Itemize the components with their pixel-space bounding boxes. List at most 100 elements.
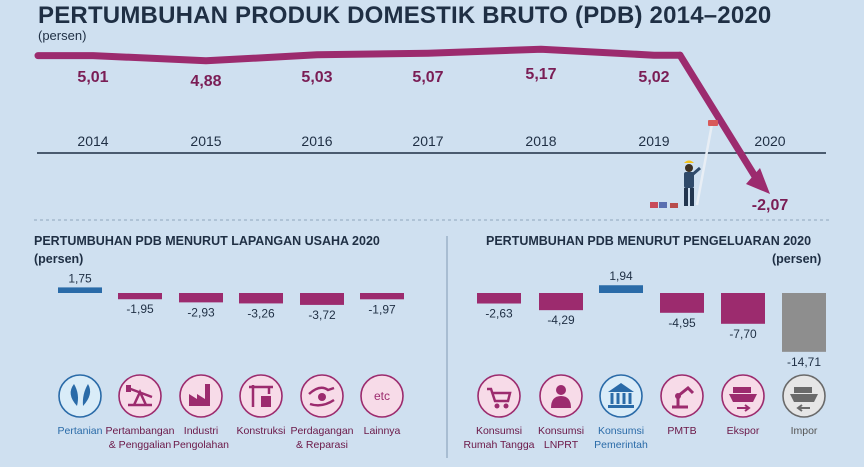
- paint-can: [670, 203, 678, 208]
- leaf-icon: [70, 384, 91, 406]
- category-label: Ekspor: [726, 425, 760, 437]
- bar-value-label: -4,29: [547, 313, 575, 327]
- icon-circle: [58, 374, 102, 418]
- year-tick-label: 2019: [638, 133, 669, 149]
- category-label: & Reparasi: [296, 439, 348, 451]
- category-label: & Penggalian: [108, 439, 172, 451]
- year-tick-label: 2015: [190, 133, 221, 149]
- year-tick-label: 2020: [754, 133, 785, 149]
- gdp-value-label: 5,17: [525, 66, 556, 83]
- expenditure-unit-label: (persen): [772, 252, 822, 266]
- bar: [239, 293, 283, 304]
- gdp-value-label: 5,03: [301, 69, 332, 86]
- gdp-line-chart: 5,01 4,88 5,03 5,07 5,17 5,02 -2,07 2014 2015 201…: [34, 45, 826, 214]
- bar-value-label: 1,94: [609, 269, 633, 283]
- year-tick-label: 2014: [77, 133, 108, 149]
- import-ship-icon: [790, 387, 818, 412]
- crane-icon: [249, 385, 273, 407]
- bar-value-label: -1,95: [126, 302, 154, 316]
- expenditure-chart-title: PERTUMBUHAN PDB MENURUT PENGELUARAN 2020: [486, 234, 812, 248]
- bar-value-label: 1,75: [68, 271, 92, 285]
- svg-text:etc: etc: [374, 389, 390, 403]
- bar-value-label: -1,97: [368, 302, 396, 316]
- category-label: Konsumsi: [597, 425, 645, 437]
- bar-value-label: -2,93: [187, 305, 215, 319]
- painter-helmet: [684, 160, 694, 163]
- gdp-value-label: 4,88: [190, 73, 221, 90]
- bar: [360, 293, 404, 300]
- icon-circle: [360, 374, 404, 418]
- category-label: Pertanian: [57, 425, 103, 437]
- icon-circle: [179, 374, 223, 418]
- bar-value-label: -14,71: [787, 355, 821, 369]
- etc-icon: etc: [374, 389, 390, 403]
- painter-illustration: [650, 120, 718, 208]
- bar: [599, 285, 643, 293]
- sector-unit-label: (persen): [34, 252, 84, 266]
- gdp-arrowhead: [746, 168, 770, 194]
- page-title: PERTUMBUHAN PRODUK DOMESTIK BRUTO (PDB) …: [38, 2, 772, 29]
- year-tick-label: 2018: [525, 133, 556, 149]
- gdp-value-label: 5,02: [638, 69, 669, 86]
- trade-hands-icon: [308, 386, 335, 407]
- category-label: Konstruksi: [236, 425, 286, 437]
- person-icon: [551, 385, 571, 408]
- bar: [179, 293, 223, 303]
- bar: [782, 293, 826, 352]
- category-label: Rumah Tangga: [463, 439, 535, 451]
- bar: [477, 293, 521, 304]
- category-icons: etc: [34, 219, 830, 458]
- bar: [58, 287, 102, 293]
- category-label: Konsumsi: [537, 425, 585, 437]
- bar-value-label: -2,63: [485, 307, 513, 321]
- bar: [118, 293, 162, 300]
- category-label: Impor: [790, 425, 818, 437]
- export-ship-icon: [729, 387, 757, 412]
- category-label: Industri: [183, 425, 219, 437]
- expenditure-bar-chart: -2,63 -4,29 1,94 -4,95 -7,70 -14,71: [477, 269, 826, 369]
- icon-circle: [477, 374, 521, 418]
- sector-bar-chart: 1,75 -1,95 -2,93 -3,26 -3,72 -1,97: [58, 271, 404, 322]
- paint-roller-pole: [695, 123, 714, 206]
- painter-body: [684, 172, 694, 188]
- sector-chart-title: PERTUMBUHAN PDB MENURUT LAPANGAN USAHA 2…: [34, 234, 380, 248]
- category-label: Pertambangan: [105, 425, 175, 437]
- painter-leg: [690, 188, 694, 206]
- robot-arm-icon: [672, 385, 695, 409]
- main-unit-label: (persen): [38, 28, 87, 43]
- bar: [721, 293, 765, 324]
- painter-head: [685, 164, 693, 172]
- painter-arm: [691, 166, 701, 177]
- government-building-icon: [608, 383, 634, 408]
- paint-can: [650, 202, 658, 208]
- gdp-series-drop: [676, 51, 760, 182]
- bar-value-label: -3,72: [308, 308, 336, 322]
- bar: [660, 293, 704, 313]
- year-tick-label: 2016: [301, 133, 332, 149]
- category-label: Pemerintah: [594, 439, 648, 451]
- oil-pump-icon: [126, 385, 153, 407]
- factory-icon: [189, 384, 210, 406]
- gdp-value-label: 5,07: [412, 69, 443, 86]
- shopping-icon: [487, 387, 512, 409]
- category-label: Lainnya: [363, 425, 401, 437]
- icon-circle: [118, 374, 162, 418]
- painter-leg: [684, 188, 688, 206]
- icon-circle: [599, 374, 643, 418]
- gdp-series-line: [34, 45, 684, 65]
- bar-value-label: -4,95: [668, 316, 696, 330]
- category-label: Perdagangan: [290, 425, 354, 437]
- gdp-value-label: -2,07: [752, 197, 789, 214]
- paint-can: [659, 202, 667, 208]
- year-tick-label: 2017: [412, 133, 443, 149]
- category-label: Pengolahan: [172, 439, 230, 451]
- bar-value-label: -3,26: [247, 306, 275, 320]
- category-label: Konsumsi: [475, 425, 523, 437]
- bar: [539, 293, 583, 311]
- bar-value-label: -7,70: [729, 327, 757, 341]
- paint-roller: [708, 120, 718, 126]
- category-label: LNPRT: [543, 439, 579, 451]
- category-label: PMTB: [667, 425, 697, 437]
